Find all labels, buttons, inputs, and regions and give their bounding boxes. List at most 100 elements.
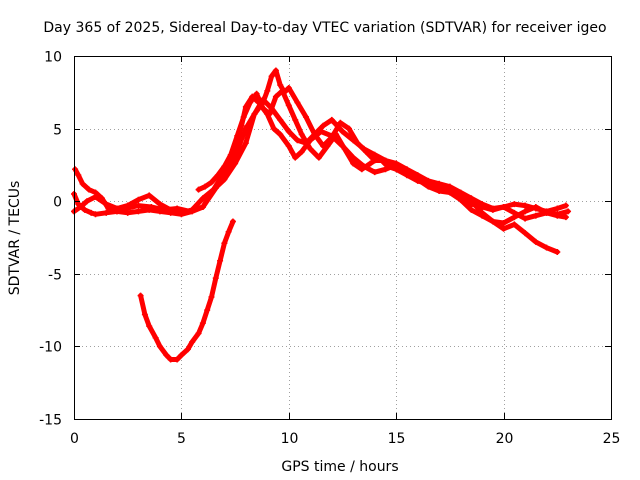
y-tick-label: 5 [53,123,62,139]
data-point [83,198,90,205]
data-point [247,99,254,106]
data-point [260,105,267,112]
data-point [367,160,374,167]
data-point [92,189,99,196]
data-point [337,119,344,126]
data-point [72,166,79,173]
data-point [234,132,241,139]
data-point [199,204,206,211]
data-point [345,125,352,132]
data-point [511,221,518,228]
data-point [277,131,284,138]
data-point [79,180,86,187]
data-point [500,204,507,211]
data-point [242,125,249,132]
data-point [272,67,279,74]
data-point [266,111,273,118]
data-point [122,205,129,212]
data-point [240,113,247,120]
data-point [92,211,99,218]
series-sat-a [71,93,561,256]
data-point [292,116,299,123]
data-point [457,189,464,196]
data-point [184,346,191,353]
data-point [163,352,170,359]
data-point [489,206,496,213]
data-point [294,99,301,106]
data-point [204,307,211,314]
data-point [354,140,361,147]
data-point [251,111,258,118]
data-point [457,196,464,203]
data-point [532,204,539,211]
data-point [77,204,84,211]
data-point [341,145,348,152]
data-point [268,73,275,80]
y-tick-label: 10 [44,50,62,66]
series-sat-c [72,67,569,215]
data-point [414,176,421,183]
data-point [285,84,292,91]
data-point [393,166,400,173]
data-point [543,244,550,251]
data-point [75,172,82,179]
data-point [292,154,299,161]
data-point [363,148,370,155]
data-point [311,131,318,138]
series-trace [71,94,560,255]
data-point [189,339,196,346]
data-point [202,183,209,190]
y-tick-label: 0 [53,195,62,211]
data-point [135,208,142,215]
series-trace [72,68,569,214]
data-point [81,206,88,213]
data-point [307,145,314,152]
data-point [384,163,391,170]
data-point [339,128,346,135]
x-axis-label: GPS time / hours [281,459,398,475]
x-tick-label: 20 [496,431,514,447]
y-tick-label: -15 [39,413,62,429]
series-trace [138,219,236,362]
data-point [208,179,215,186]
plot-frame [74,56,612,420]
data-point [156,201,163,208]
data-point [270,125,277,132]
data-point [225,166,232,173]
data-point [543,209,550,216]
data-point [135,196,142,203]
data-point [436,188,443,195]
data-point [511,214,518,221]
data-point [468,206,475,213]
data-point [298,148,305,155]
data-point [212,275,219,282]
data-point [522,215,529,222]
data-point [217,257,224,264]
x-tick-label: 15 [388,431,406,447]
data-point [88,209,95,216]
data-point [425,183,432,190]
data-point [333,131,340,138]
data-point [302,113,309,120]
series-sat-d [137,218,236,363]
data-point [103,209,110,216]
x-tick-labels: 0 5 10 15 20 25 [70,431,620,447]
data-point [436,180,443,187]
data-point [135,202,142,209]
data-point [500,225,507,232]
data-point [285,128,292,135]
data-point [511,201,518,208]
data-point [522,208,529,215]
y-axis-label: SDTVAR / TECUs [7,181,23,296]
data-point [221,240,228,247]
data-point [221,163,228,170]
data-point [174,205,181,212]
data-point [554,205,561,212]
data-point [86,186,93,193]
series-sat-e [195,87,569,226]
data-point [522,202,529,209]
data-point [137,292,144,299]
data-point [234,147,241,154]
data-point [285,102,292,109]
